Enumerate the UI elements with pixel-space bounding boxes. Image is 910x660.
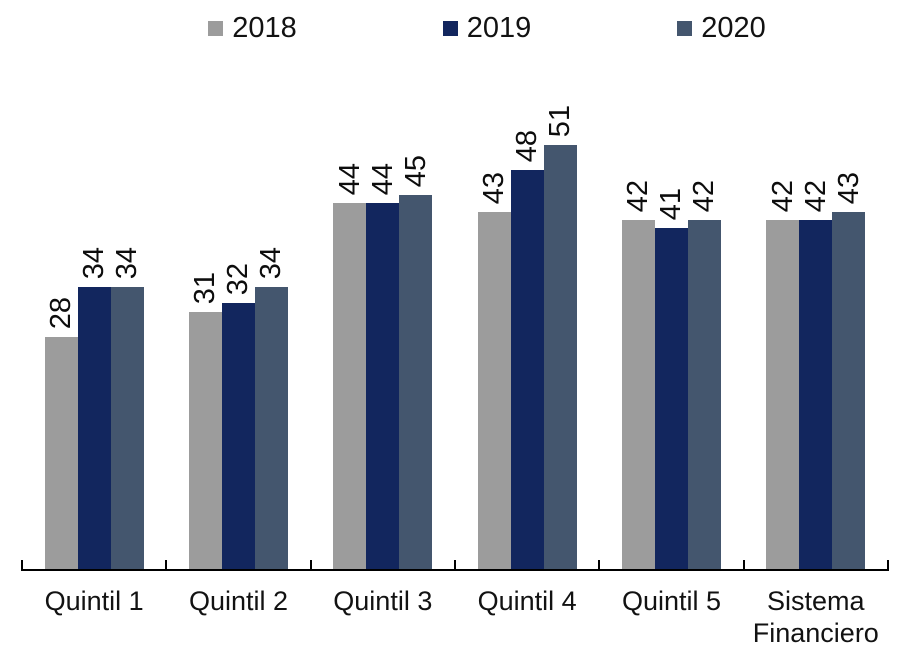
bar-value-label: 41: [655, 187, 688, 220]
bar-value-label: 48: [510, 129, 543, 162]
x-axis-tick: [21, 560, 23, 569]
bar-value-label: 42: [799, 179, 832, 212]
bar-2020: 34: [254, 247, 288, 570]
legend-swatch-2020: [677, 21, 693, 36]
category-group: 42 41 42: [599, 180, 743, 570]
bar-2018: 28: [44, 297, 78, 570]
bar-value-label: 44: [333, 162, 366, 195]
bar-2018: 43: [477, 172, 511, 570]
x-axis-line: [21, 560, 889, 571]
bar-2019: 34: [77, 247, 111, 570]
legend-swatch-2019: [442, 21, 458, 36]
bar-2019: 42: [799, 180, 833, 570]
plot-area: 28 34 34 31 32 34 44 44 45 43 48 51 42 41 42 42 42 43: [22, 0, 888, 570]
legend-label-2018: 2018: [232, 12, 297, 44]
legend: 2018 2019 2020: [0, 14, 910, 43]
bar-2018: 31: [188, 272, 222, 570]
bar-value-label: 43: [477, 171, 510, 204]
bar-2018: 42: [621, 180, 655, 570]
bar-2019: 41: [654, 188, 688, 570]
bar-2020: 45: [399, 155, 433, 570]
category-group: 31 32 34: [166, 247, 310, 570]
category-label: Quintil 1: [44, 586, 144, 616]
legend-label-2020: 2020: [701, 12, 766, 44]
category-group: 44 44 45: [311, 155, 455, 570]
bar-2020: 34: [110, 247, 144, 570]
bar-2019: 44: [366, 163, 400, 570]
bar-value-label: 28: [44, 296, 77, 329]
category-group: 43 48 51: [455, 105, 599, 570]
x-axis-tick: [887, 560, 889, 569]
bar-2020: 51: [543, 105, 577, 570]
bar-value-label: 42: [766, 179, 799, 212]
category-label: Quintil 3: [333, 586, 433, 616]
category-axis-labels: Quintil 1 Quintil 2 Quintil 3 Quintil 4 Quin…: [22, 586, 888, 650]
bar-2019: 48: [510, 130, 544, 570]
bar-2018: 42: [766, 180, 800, 570]
legend-item-2018: 2018: [208, 14, 297, 43]
bar-value-label: 44: [366, 162, 399, 195]
bar-value-label: 31: [189, 271, 222, 304]
bar-2018: 44: [333, 163, 367, 570]
bar-2019: 32: [221, 263, 255, 570]
legend-item-2020: 2020: [677, 14, 766, 43]
bar-2020: 42: [687, 180, 721, 570]
x-axis-tick: [165, 560, 167, 569]
category-label: Sistema Financiero: [752, 586, 879, 648]
x-axis-tick: [743, 560, 745, 569]
bar-value-label: 43: [832, 171, 865, 204]
x-axis-tick: [454, 560, 456, 569]
bar-value-label: 45: [399, 154, 432, 187]
category-group: 42 42 43: [744, 172, 888, 570]
bar-value-label: 34: [110, 246, 143, 279]
bar-value-label: 34: [77, 246, 110, 279]
x-axis-tick: [310, 560, 312, 569]
bar-value-label: 32: [222, 262, 255, 295]
bar-2020: 43: [832, 172, 866, 570]
bar-value-label: 42: [688, 179, 721, 212]
category-label: Quintil 2: [188, 586, 289, 616]
x-axis-tick: [598, 560, 600, 569]
bar-value-label: 42: [622, 179, 655, 212]
category-group: 28 34 34: [22, 247, 166, 570]
legend-item-2019: 2019: [442, 12, 532, 44]
category-label: Quintil 4: [477, 586, 577, 616]
bar-value-label: 34: [255, 246, 288, 279]
legend-label-2019: 2019: [466, 12, 532, 44]
legend-swatch-2018: [208, 21, 224, 36]
bar-value-label: 51: [543, 104, 576, 137]
category-label: Quintil 5: [621, 586, 721, 616]
